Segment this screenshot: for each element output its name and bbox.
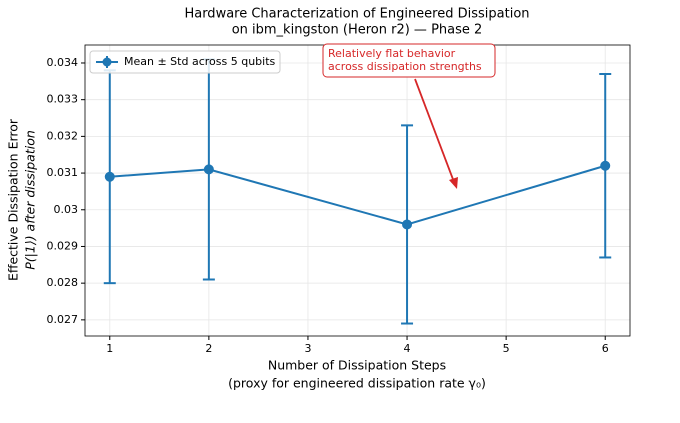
data-point <box>104 171 115 182</box>
y-tick-label: 0.032 <box>47 129 79 142</box>
data-point <box>203 164 214 175</box>
annotation-text: across dissipation strengths <box>328 60 482 73</box>
annotation-text: Relatively flat behavior <box>328 47 456 60</box>
x-tick-label: 6 <box>602 342 609 355</box>
x-axis-label: (proxy for engineered dissipation rate γ… <box>228 376 486 391</box>
y-axis-label: Effective Dissipation Error <box>6 118 21 281</box>
data-point <box>402 219 413 230</box>
y-tick-label: 0.027 <box>47 313 79 326</box>
x-tick-label: 2 <box>205 342 212 355</box>
annotation-box <box>322 43 496 78</box>
legend-label: Mean ± Std across 5 qubits <box>124 55 276 68</box>
x-axis-label: Number of Dissipation Steps <box>268 358 446 373</box>
x-tick-label: 4 <box>404 342 411 355</box>
y-tick-label: 0.029 <box>47 239 79 252</box>
y-tick-label: 0.034 <box>47 56 79 69</box>
y-tick-label: 0.033 <box>47 93 79 106</box>
data-point <box>600 160 611 171</box>
annotation-arrow <box>414 78 455 183</box>
chart-title: Hardware Characterization of Engineered … <box>184 7 529 22</box>
plot-frame <box>84 44 631 337</box>
plot-area <box>103 58 612 325</box>
chart-title: on ibm_kingston (Heron r2) — Phase 2 <box>232 23 483 38</box>
x-tick-label: 3 <box>304 342 311 355</box>
legend-box <box>89 50 281 74</box>
annotation-arrowhead <box>449 177 458 189</box>
y-tick-label: 0.028 <box>47 276 79 289</box>
y-axis-label: P(|1⟩) after dissipation <box>23 130 38 270</box>
y-tick-label: 0.03 <box>54 203 79 216</box>
x-tick-label: 5 <box>503 342 510 355</box>
legend-marker <box>102 57 112 67</box>
series-line <box>109 164 606 226</box>
y-tick-label: 0.031 <box>47 166 79 179</box>
x-tick-label: 1 <box>106 342 113 355</box>
